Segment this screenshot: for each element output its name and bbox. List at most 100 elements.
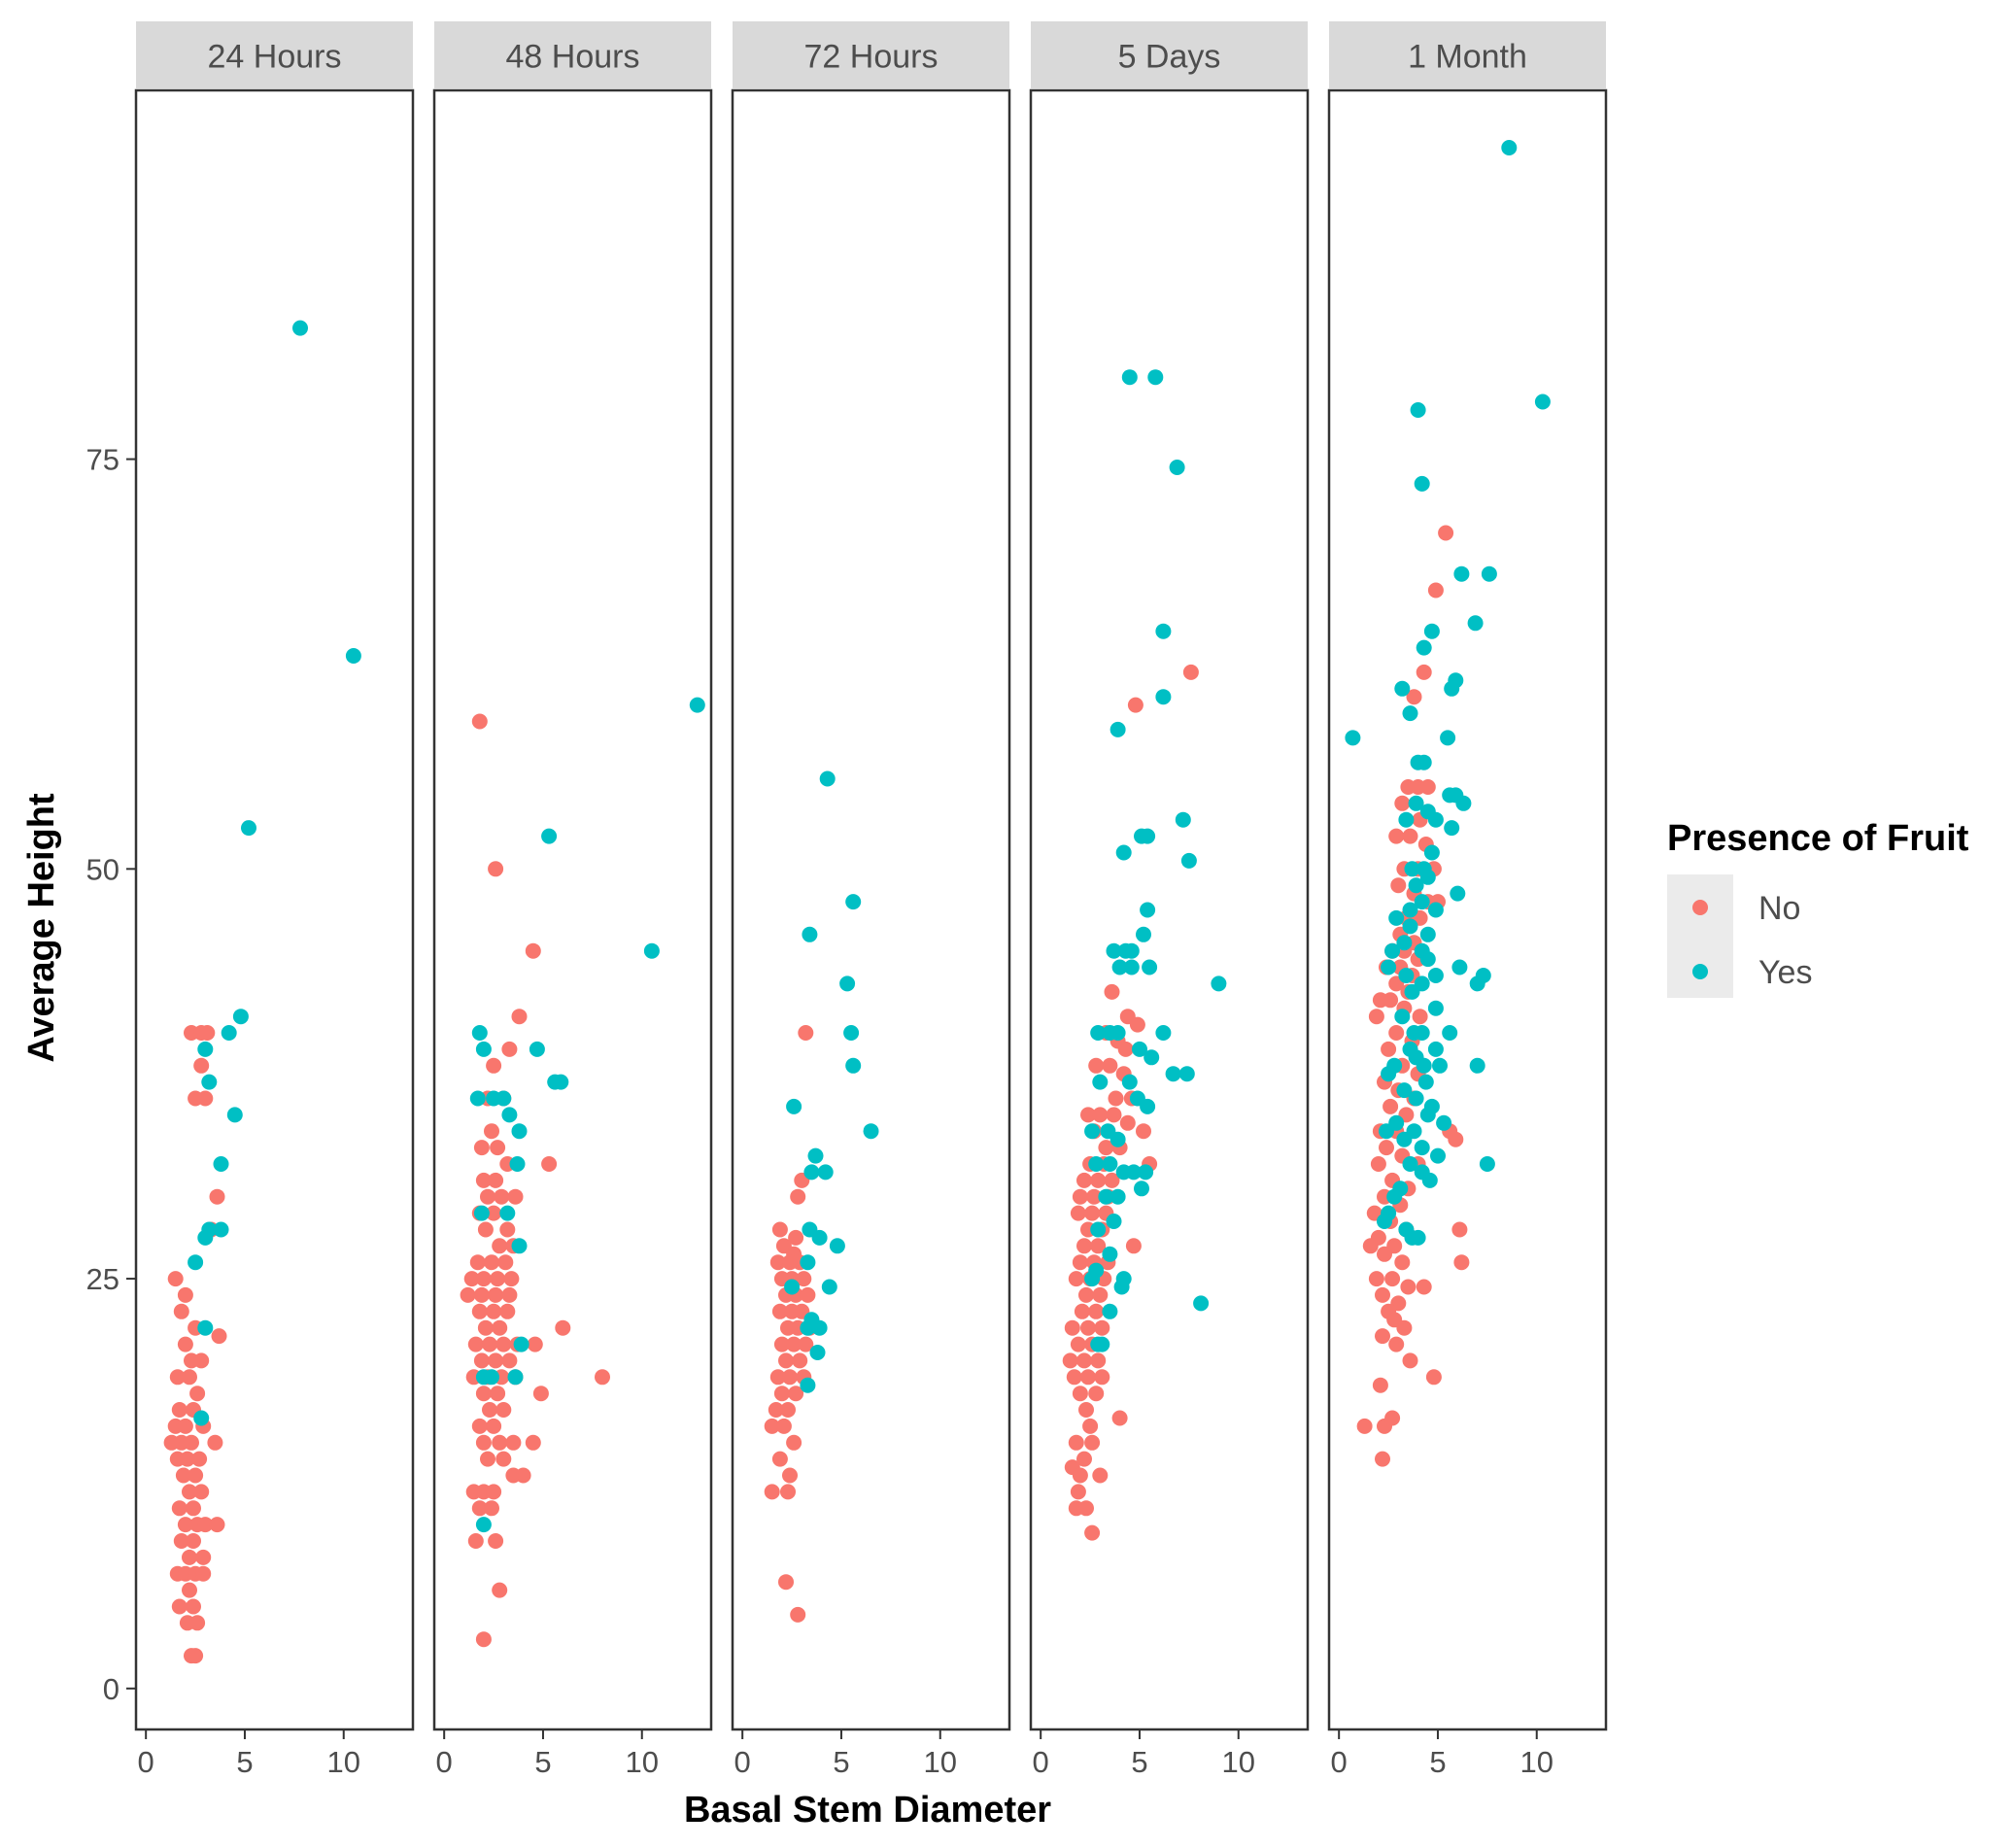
data-point-yes xyxy=(1469,1057,1485,1074)
data-point-no xyxy=(1362,1238,1379,1254)
data-point-yes xyxy=(1402,1156,1418,1172)
data-point-no xyxy=(488,1533,504,1549)
facet-panel: 72 Hours 0 5 10 xyxy=(731,21,1011,1779)
data-point-no xyxy=(532,1386,549,1402)
x-tick-label: 10 xyxy=(1222,1745,1255,1779)
y-tick-label: 50 xyxy=(86,852,119,886)
data-point-no xyxy=(1129,1016,1145,1033)
data-point-no xyxy=(1076,1352,1092,1369)
data-point-yes xyxy=(1417,1074,1434,1090)
data-point-yes xyxy=(1111,959,1128,975)
data-point-yes xyxy=(1155,1025,1172,1041)
data-point-no xyxy=(780,1484,796,1500)
data-point-yes xyxy=(484,1369,499,1386)
data-point-no xyxy=(1088,1057,1105,1074)
data-point-yes xyxy=(1084,1123,1101,1140)
legend-title: Presence of Fruit xyxy=(1667,818,1969,859)
facet-strip xyxy=(1031,21,1308,88)
data-point-no xyxy=(1084,1434,1101,1451)
data-point-yes xyxy=(1106,942,1122,959)
data-point-yes xyxy=(1436,1114,1452,1131)
data-point-no xyxy=(1086,1188,1103,1205)
data-point-yes xyxy=(499,1205,516,1221)
data-point-yes xyxy=(1423,623,1440,639)
data-point-yes xyxy=(1155,689,1172,705)
data-point-no xyxy=(186,1500,201,1517)
data-point-yes xyxy=(1444,680,1460,697)
data-point-no xyxy=(1094,1369,1110,1386)
data-point-no xyxy=(1356,1418,1373,1434)
data-point-no xyxy=(541,1156,558,1172)
data-point-no xyxy=(1090,1172,1107,1188)
data-point-no xyxy=(1070,1484,1086,1500)
data-point-no xyxy=(1453,1254,1470,1271)
data-point-no xyxy=(1104,983,1120,1000)
data-point-no xyxy=(475,1631,492,1648)
data-point-yes xyxy=(1419,926,1436,942)
data-point-yes xyxy=(1121,1074,1138,1090)
data-point-no xyxy=(555,1319,571,1336)
data-point-yes xyxy=(1140,1098,1156,1114)
data-point-no xyxy=(191,1451,208,1467)
data-point-yes xyxy=(1094,1336,1110,1352)
x-tick-label: 5 xyxy=(534,1745,551,1779)
data-point-no xyxy=(1384,1271,1401,1287)
y-axis: 0 25 50 75 xyxy=(86,443,136,1706)
data-point-no xyxy=(211,1328,227,1345)
data-point-yes xyxy=(1408,795,1424,811)
data-point-no xyxy=(171,1402,188,1418)
data-point-yes xyxy=(1132,1041,1147,1057)
data-point-yes xyxy=(197,1319,214,1336)
data-point-no xyxy=(1072,1386,1088,1402)
data-point-no xyxy=(1062,1352,1078,1369)
data-point-yes xyxy=(1481,565,1497,582)
data-point-no xyxy=(1370,1156,1386,1172)
data-point-yes xyxy=(1427,811,1444,828)
data-point-yes xyxy=(509,1156,526,1172)
data-point-no xyxy=(1390,877,1407,894)
data-point-yes xyxy=(1414,1025,1430,1041)
facet-strip-label: 72 Hours xyxy=(804,39,939,76)
data-point-no xyxy=(486,1418,502,1434)
data-point-no xyxy=(495,1402,512,1418)
data-point-no xyxy=(1125,1238,1142,1254)
data-point-no xyxy=(771,1451,788,1467)
data-point-yes xyxy=(786,1098,802,1114)
data-point-no xyxy=(764,1484,780,1500)
data-point-yes xyxy=(1427,1000,1444,1016)
data-point-yes xyxy=(1394,680,1411,697)
data-point-yes xyxy=(845,1057,862,1074)
data-point-no xyxy=(471,1418,488,1434)
data-point-no xyxy=(475,1271,492,1287)
data-point-no xyxy=(1448,1131,1464,1147)
data-point-no xyxy=(189,1615,206,1631)
data-point-no xyxy=(188,1648,204,1664)
data-point-no xyxy=(193,1057,210,1074)
data-point-no xyxy=(177,1286,193,1303)
data-point-no xyxy=(480,1188,495,1205)
data-point-no xyxy=(769,1369,786,1386)
data-point-yes xyxy=(1381,959,1397,975)
data-point-no xyxy=(1412,1009,1428,1025)
data-point-no xyxy=(1088,1303,1105,1319)
data-point-yes xyxy=(1379,1123,1394,1140)
data-point-no xyxy=(775,1418,792,1434)
data-point-no xyxy=(1119,1114,1136,1131)
data-point-no xyxy=(790,1606,806,1623)
legend-key-yes xyxy=(1692,964,1708,979)
x-tick-label: 5 xyxy=(833,1745,849,1779)
data-point-no xyxy=(1117,1041,1134,1057)
data-point-no xyxy=(507,1188,524,1205)
data-point-no xyxy=(460,1286,476,1303)
data-point-no xyxy=(525,942,541,959)
data-point-no xyxy=(492,1582,508,1598)
data-point-yes xyxy=(1501,140,1518,155)
data-point-yes xyxy=(863,1123,879,1140)
data-point-no xyxy=(1382,992,1399,1009)
data-point-no xyxy=(1080,1369,1096,1386)
data-point-yes xyxy=(1479,1156,1495,1172)
panel-border xyxy=(1327,88,1608,1731)
data-point-no xyxy=(1102,1057,1118,1074)
data-point-no xyxy=(1111,1410,1128,1426)
data-point-yes xyxy=(1427,968,1444,983)
